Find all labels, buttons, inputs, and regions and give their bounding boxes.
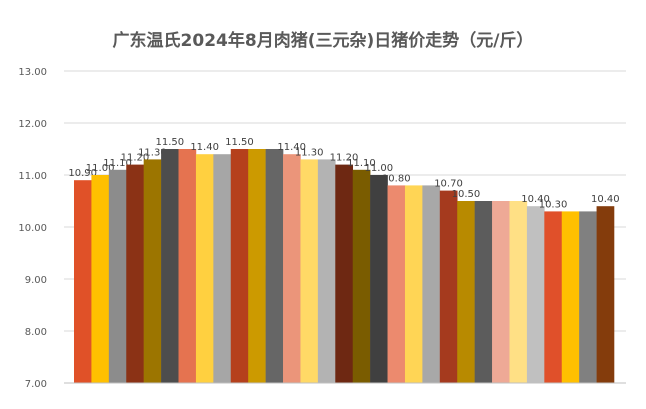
bar <box>422 185 441 383</box>
bar <box>509 201 528 383</box>
bar <box>230 149 249 383</box>
data-label: 10.50 <box>452 189 481 200</box>
data-label: 10.40 <box>591 194 620 205</box>
data-label: 11.00 <box>86 163 115 174</box>
data-label: 10.90 <box>68 168 97 179</box>
bar <box>387 185 406 383</box>
data-label: 11.30 <box>138 147 167 158</box>
bar <box>474 201 493 383</box>
data-label: 11.10 <box>103 158 132 169</box>
data-label: 11.50 <box>155 137 184 148</box>
bar <box>300 159 319 383</box>
bar <box>248 149 266 383</box>
bar <box>526 206 545 383</box>
bar <box>126 164 144 383</box>
y-tick-label: 11.00 <box>18 171 47 182</box>
y-tick-label: 9.00 <box>25 275 47 286</box>
y-tick-label: 10.00 <box>18 223 47 234</box>
bar <box>178 149 197 383</box>
bar <box>161 149 179 383</box>
bar <box>195 154 214 383</box>
bar <box>544 211 563 383</box>
bar <box>561 211 580 383</box>
data-label: 11.00 <box>365 163 394 174</box>
data-label: 10.70 <box>434 179 463 190</box>
y-tick-label: 8.00 <box>25 327 47 338</box>
bar <box>370 175 388 383</box>
bar <box>335 164 354 383</box>
bar <box>457 201 475 383</box>
data-label: 10.30 <box>539 199 568 210</box>
bar <box>74 180 92 383</box>
bar <box>265 149 284 383</box>
data-label: 11.50 <box>225 137 254 148</box>
bar <box>108 169 127 383</box>
data-label: 10.40 <box>521 194 550 205</box>
y-tick-label: 13.00 <box>18 67 47 78</box>
bar <box>492 201 510 383</box>
y-tick-label: 12.00 <box>18 119 47 130</box>
bar <box>579 211 597 383</box>
bar <box>404 185 423 383</box>
y-tick-label: 7.00 <box>25 379 47 390</box>
chart-title: 广东温氏2024年8月肉猪(三元杂)日猪价走势（元/斤） <box>112 31 534 51</box>
bar <box>213 154 232 383</box>
bar <box>143 159 162 383</box>
bar <box>283 154 301 383</box>
data-label: 11.10 <box>347 158 376 169</box>
bar <box>596 206 615 383</box>
bar <box>317 159 336 383</box>
bar <box>91 175 110 383</box>
data-label: 10.80 <box>382 173 411 184</box>
data-label: 11.40 <box>190 142 219 153</box>
data-label: 11.40 <box>277 142 306 153</box>
bar <box>439 190 458 383</box>
bar <box>352 169 371 383</box>
data-label: 11.20 <box>121 153 150 164</box>
data-label: 11.30 <box>295 147 324 158</box>
data-label: 11.20 <box>330 153 359 164</box>
